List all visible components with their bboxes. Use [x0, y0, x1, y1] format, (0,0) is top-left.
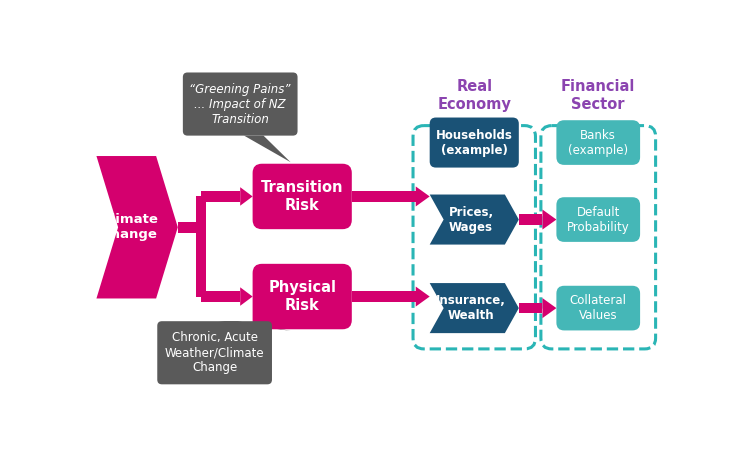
Polygon shape	[352, 291, 416, 302]
Polygon shape	[240, 187, 253, 206]
Text: Physical
Risk: Physical Risk	[268, 280, 336, 313]
FancyBboxPatch shape	[429, 117, 519, 167]
Text: Households
(example): Households (example)	[435, 129, 513, 157]
Polygon shape	[178, 222, 201, 233]
Polygon shape	[244, 135, 290, 162]
Text: Insurance,
Wealth: Insurance, Wealth	[436, 294, 506, 322]
Polygon shape	[416, 186, 429, 207]
Text: “Greening Pains”
... Impact of NZ
Transition: “Greening Pains” ... Impact of NZ Transi…	[190, 82, 291, 126]
FancyBboxPatch shape	[157, 321, 272, 384]
Polygon shape	[519, 303, 543, 314]
FancyBboxPatch shape	[556, 197, 640, 242]
Polygon shape	[196, 197, 206, 297]
Text: Chronic, Acute
Weather/Climate
Change: Chronic, Acute Weather/Climate Change	[165, 331, 265, 374]
Text: Financial
Sector: Financial Sector	[561, 79, 636, 112]
Polygon shape	[543, 298, 556, 318]
Text: Climate
Change: Climate Change	[101, 213, 158, 241]
Polygon shape	[352, 191, 416, 202]
Polygon shape	[429, 194, 519, 245]
Text: Default
Probability: Default Probability	[567, 206, 630, 234]
Polygon shape	[416, 287, 429, 306]
FancyBboxPatch shape	[253, 264, 352, 329]
Polygon shape	[240, 287, 253, 306]
Text: Transition
Risk: Transition Risk	[261, 180, 343, 213]
FancyBboxPatch shape	[183, 72, 298, 135]
FancyBboxPatch shape	[556, 120, 640, 165]
Text: Prices,
Wages: Prices, Wages	[448, 206, 494, 234]
Polygon shape	[97, 156, 178, 298]
Polygon shape	[543, 210, 556, 230]
Polygon shape	[519, 214, 543, 225]
Text: Banks
(example): Banks (example)	[569, 129, 628, 157]
Polygon shape	[218, 321, 290, 331]
Polygon shape	[201, 191, 240, 202]
FancyBboxPatch shape	[253, 164, 352, 229]
FancyBboxPatch shape	[556, 286, 640, 330]
Polygon shape	[429, 283, 519, 333]
Text: Real
Economy: Real Economy	[437, 79, 511, 112]
Polygon shape	[201, 291, 240, 302]
Text: Collateral
Values: Collateral Values	[570, 294, 627, 322]
